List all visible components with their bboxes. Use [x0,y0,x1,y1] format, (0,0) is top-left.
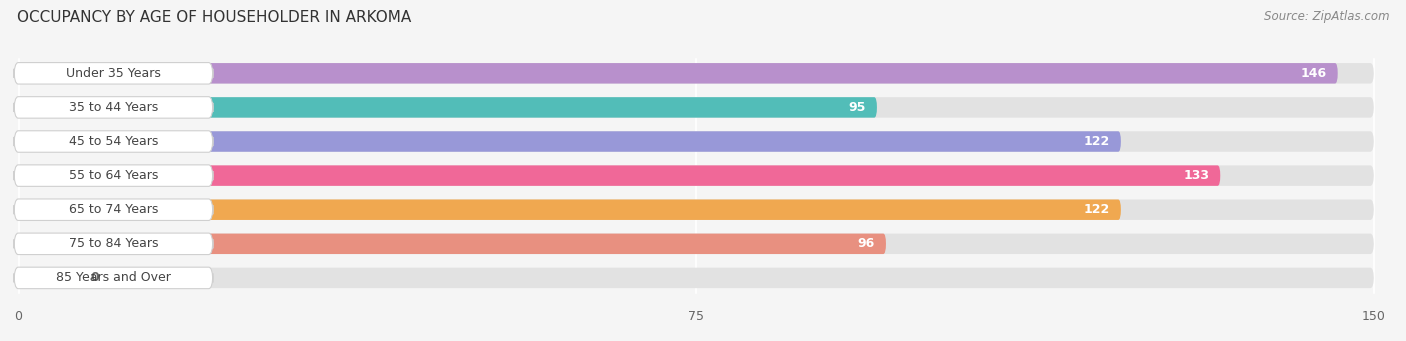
FancyBboxPatch shape [14,63,212,84]
FancyBboxPatch shape [14,233,212,254]
FancyBboxPatch shape [18,97,877,118]
FancyBboxPatch shape [18,234,1374,254]
Text: 133: 133 [1184,169,1209,182]
FancyBboxPatch shape [14,165,212,187]
FancyBboxPatch shape [14,267,212,288]
FancyBboxPatch shape [18,165,1220,186]
Text: 85 Years and Over: 85 Years and Over [56,271,172,284]
Text: 0: 0 [91,271,100,284]
FancyBboxPatch shape [18,199,1121,220]
FancyBboxPatch shape [18,199,1374,220]
Text: 146: 146 [1301,67,1327,80]
FancyBboxPatch shape [18,234,886,254]
Text: 35 to 44 Years: 35 to 44 Years [69,101,157,114]
Text: Source: ZipAtlas.com: Source: ZipAtlas.com [1264,10,1389,23]
FancyBboxPatch shape [14,199,212,221]
Text: 45 to 54 Years: 45 to 54 Years [69,135,157,148]
FancyBboxPatch shape [14,97,212,118]
Text: 75 to 84 Years: 75 to 84 Years [69,237,159,250]
Text: 122: 122 [1084,135,1111,148]
FancyBboxPatch shape [18,63,1374,84]
Text: 95: 95 [849,101,866,114]
FancyBboxPatch shape [18,63,1337,84]
Text: 96: 96 [858,237,875,250]
FancyBboxPatch shape [14,131,212,152]
FancyBboxPatch shape [18,97,1374,118]
FancyBboxPatch shape [18,268,77,288]
FancyBboxPatch shape [18,165,1374,186]
FancyBboxPatch shape [18,131,1121,152]
FancyBboxPatch shape [18,268,1374,288]
Text: Under 35 Years: Under 35 Years [66,67,160,80]
Text: OCCUPANCY BY AGE OF HOUSEHOLDER IN ARKOMA: OCCUPANCY BY AGE OF HOUSEHOLDER IN ARKOM… [17,10,411,25]
Text: 65 to 74 Years: 65 to 74 Years [69,203,157,216]
Text: 122: 122 [1084,203,1111,216]
Text: 55 to 64 Years: 55 to 64 Years [69,169,157,182]
FancyBboxPatch shape [18,131,1374,152]
